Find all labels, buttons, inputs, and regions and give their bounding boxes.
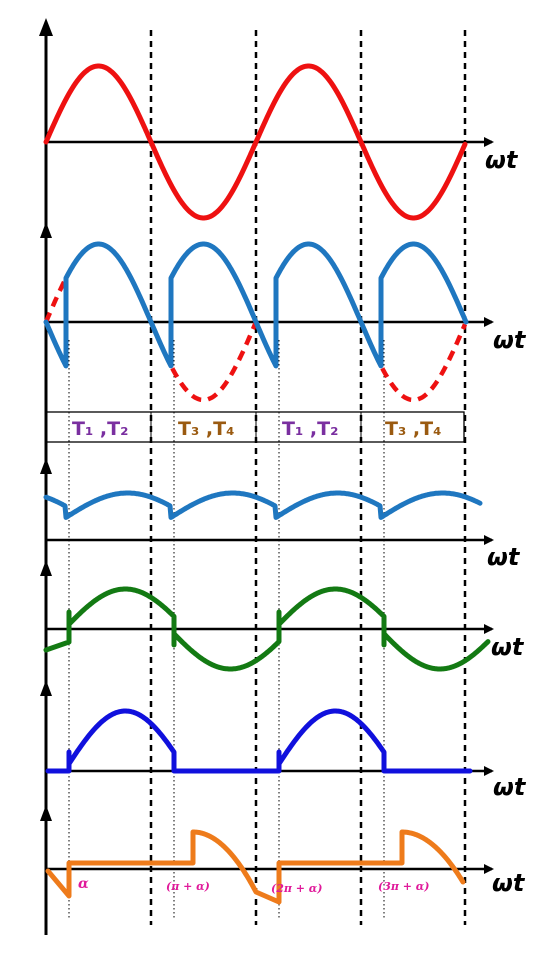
- thyristor-label-2: T₃ ,T₄: [178, 418, 234, 440]
- axis-label-2: ωt: [493, 326, 527, 354]
- sub-axis-arrow: [40, 680, 52, 696]
- angle-label-2pi-alpha: (2π + α): [271, 882, 322, 895]
- thyristor-current-waveform: [45, 708, 473, 774]
- sub-axis-arrow: [40, 560, 52, 576]
- axis-label-3: ωt: [487, 543, 521, 571]
- sub-axis-arrow: [40, 458, 52, 474]
- angle-label-alpha: α: [78, 876, 89, 892]
- thyristor-label-4: T₃ ,T₄: [385, 418, 441, 440]
- axis-label-4: ωt: [491, 633, 525, 661]
- dashed-guide-lines: [149, 30, 467, 925]
- sub-axis-arrow: [40, 222, 52, 238]
- output-current-ripple-waveform: [43, 490, 483, 520]
- thyristor-label-1: T₁ ,T₂: [72, 418, 128, 440]
- output-voltage-waveform: [43, 241, 469, 369]
- axis-label-1: ωt: [485, 146, 519, 174]
- main-vertical-axis-arrow: [39, 18, 53, 36]
- axis-label-6: ωt: [492, 869, 526, 897]
- angle-label-pi-alpha: (π + α): [166, 880, 210, 893]
- sub-axis-arrow: [40, 805, 52, 821]
- thyristor-table-frame: [45, 411, 465, 443]
- thyristor-label-3: T₁ ,T₂: [282, 418, 338, 440]
- thyristor-voltage-waveform: [45, 829, 466, 905]
- angle-label-3pi-alpha: (3π + α): [378, 880, 429, 893]
- supply-current-waveform: [43, 586, 491, 672]
- input-sine-waveform: [43, 63, 468, 221]
- negative-half-dashed-waveform: [43, 271, 468, 403]
- axis-label-5: ωt: [493, 773, 527, 801]
- thyristor-table: T₁ ,T₂ T₃ ,T₄ T₁ ,T₂ T₃ ,T₄: [45, 411, 465, 443]
